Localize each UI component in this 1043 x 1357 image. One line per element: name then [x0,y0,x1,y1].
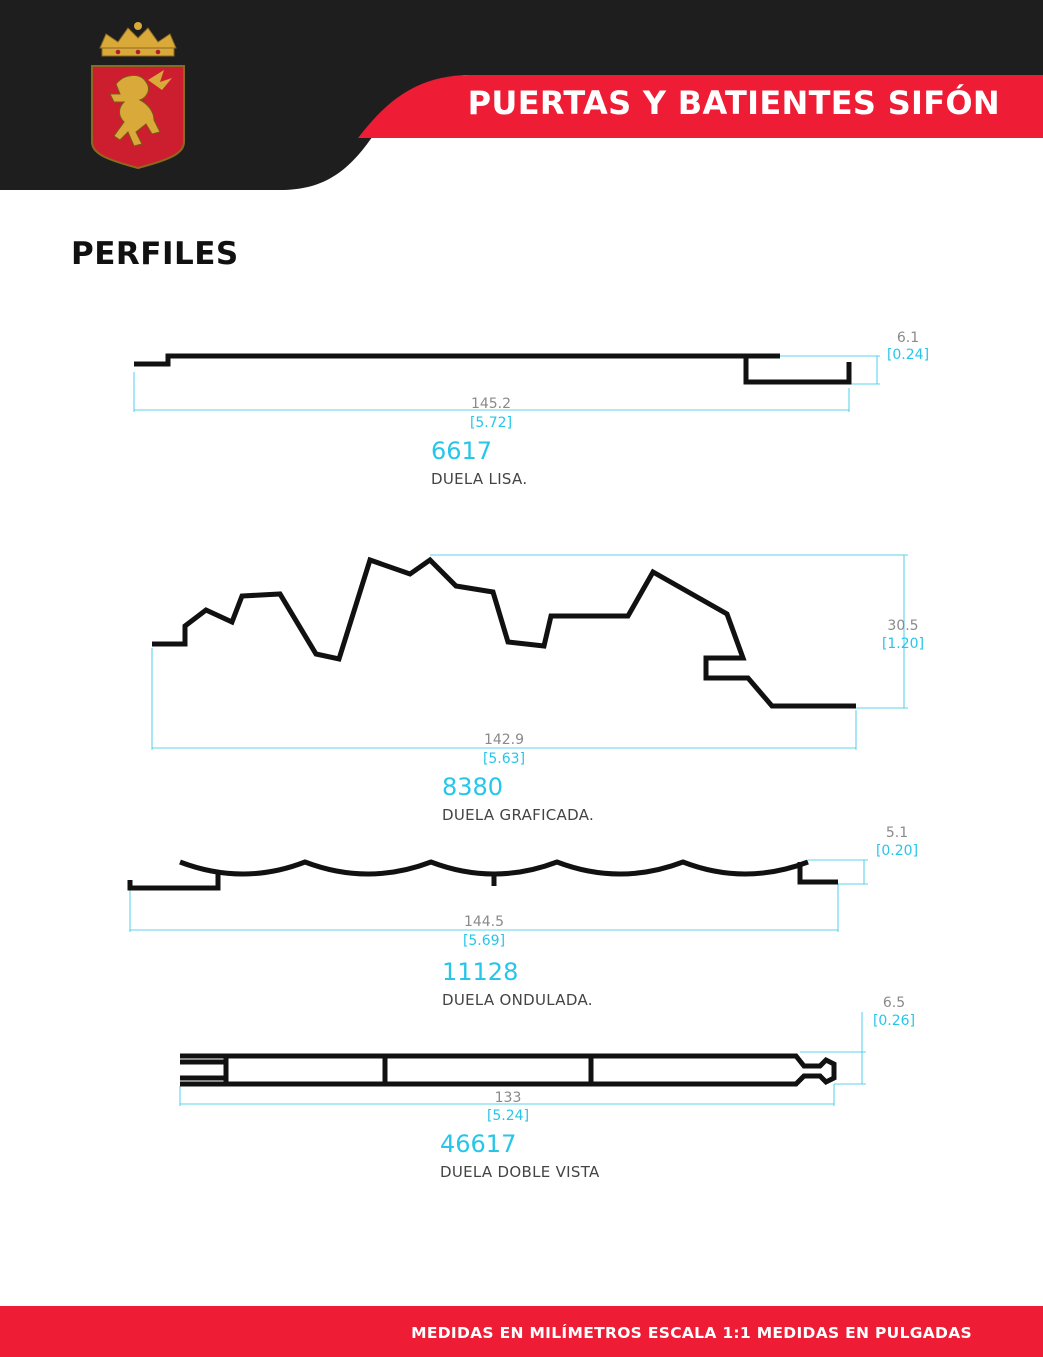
profile-46617-height-mm: 6.5 [883,995,905,1011]
header-red-ribbon [358,75,1043,138]
profile-8380-height-mm: 30.5 [887,618,918,634]
profile-8380-height-in: [1.20] [882,636,924,652]
profile-6617-code: 6617 [431,437,492,465]
profile-11128-height-mm: 5.1 [886,825,908,841]
footer-note: MEDIDAS EN MILÍMETROS ESCALA 1:1 MEDIDAS… [411,1324,972,1342]
profile-6617-width-in: [5.72] [470,415,512,431]
profiles-drawing: 6.1 [0.24] 145.2 [5.72] 6617 DUELA LISA.… [127,330,929,1181]
profile-46617-width-in: [5.24] [487,1108,529,1124]
profile-6617-height-in: [0.24] [887,347,929,363]
profile-46617-height-in: [0.26] [873,1013,915,1029]
profile-8380-code: 8380 [442,773,503,801]
brand-title: PUERTAS Y BATIENTES SIFÓN [467,84,1000,122]
profile-8380-name: DUELA GRAFICADA. [442,806,594,824]
profile-11128-width-in: [5.69] [463,933,505,949]
profile-8380-shape [152,556,856,709]
profile-11128-height-in: [0.20] [876,843,918,859]
profile-6617-width-mm: 145.2 [471,396,511,412]
profile-11128-shape [127,859,838,891]
profile-6617-name: DUELA LISA. [431,470,527,488]
header-band [0,0,1043,192]
profile-8380-width-mm: 142.9 [484,732,524,748]
profile-6617-height-mm: 6.1 [897,330,919,346]
profile-11128-name: DUELA ONDULADA. [442,991,593,1009]
lion-crest-icon [91,22,185,170]
profile-46617-code: 46617 [440,1130,516,1158]
footer-band: MEDIDAS EN MILÍMETROS ESCALA 1:1 MEDIDAS… [0,1306,1043,1357]
profile-11128-width-mm: 144.5 [464,914,504,930]
profile-11128-code: 11128 [442,958,518,986]
profile-46617-width-mm: 133 [495,1090,522,1106]
section-title: PERFILES [71,236,239,272]
profile-46617-name: DUELA DOBLE VISTA [440,1163,600,1181]
profile-46617-shape [180,1053,837,1087]
profile-8380-width-in: [5.63] [483,751,525,767]
profile-6617-shape [134,353,852,385]
